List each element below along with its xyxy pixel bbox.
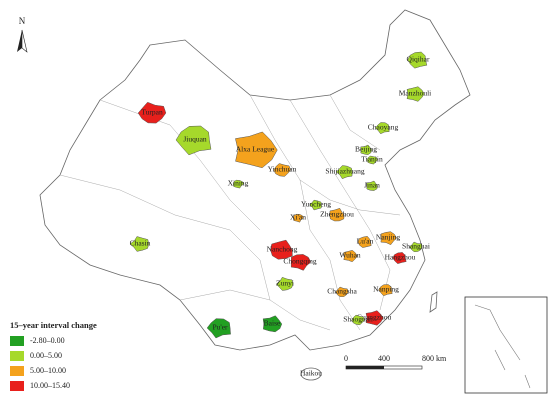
legend-label: -2.80–0.00 (30, 336, 65, 345)
city-region (290, 254, 312, 271)
city-region (275, 276, 294, 291)
city-label: Shijiazhuang (325, 167, 364, 176)
inset-islands (474, 304, 531, 389)
city-region (129, 236, 150, 252)
scale-label: 0 (344, 354, 348, 363)
city-label: Beijing (355, 145, 377, 154)
city-label: Xi'an (290, 213, 306, 222)
legend-label: 0.00–5.00 (30, 351, 62, 360)
city-region (360, 144, 373, 155)
city-region (378, 284, 393, 297)
legend-swatch (10, 381, 24, 391)
city-region (357, 236, 372, 248)
city-region (270, 239, 293, 260)
city-region (407, 51, 428, 69)
city-region (329, 207, 345, 222)
legend-swatch (10, 366, 24, 376)
city-label: Yuncheng (301, 200, 331, 209)
city-region (335, 165, 353, 180)
city-region (380, 231, 397, 246)
city-label: Guangzhou (357, 313, 392, 322)
city-label: Jinan (364, 181, 380, 190)
inset-frame (464, 296, 548, 394)
city-region (232, 179, 244, 189)
city-label: Nanchong (267, 245, 298, 254)
legend-swatch (10, 351, 24, 361)
city-region (262, 315, 283, 333)
city-label: Chaoyang (368, 123, 399, 132)
city-label: Xining (228, 179, 249, 188)
city-region (273, 163, 291, 177)
city-label: Shanghai (402, 242, 430, 251)
country-outline (39, 9, 471, 351)
city-region (335, 286, 349, 297)
city-region (235, 131, 278, 169)
city-region (343, 250, 358, 263)
north-arrow: N (17, 16, 28, 53)
city-region (366, 180, 378, 191)
city-label: Chongqing (283, 257, 317, 266)
city-region (409, 241, 423, 252)
hainan-island (300, 367, 322, 381)
taiwan-island (429, 291, 438, 313)
city-label: Baise (264, 319, 281, 328)
city-region (175, 125, 212, 156)
city-label: Chasin (130, 239, 151, 248)
city-label: Zhengzhou (320, 210, 354, 219)
scale-label: 400 (378, 354, 390, 363)
city-label: Turpan (141, 108, 163, 117)
city-label: Jiuquan (183, 135, 207, 144)
city-label: Hangzhou (385, 253, 416, 262)
city-label: Alxa League (236, 145, 275, 154)
legend-title: 15–year interval change (10, 320, 97, 330)
city-region (309, 199, 322, 211)
city-region (365, 310, 384, 326)
city-label: Pu'er (212, 323, 228, 332)
city-label: Yinchuan (268, 165, 297, 174)
city-label: Zunyi (276, 279, 294, 288)
city-region (206, 318, 231, 339)
city-label: Changsha (327, 287, 357, 296)
city-label: Shaoguan (343, 315, 373, 324)
north-label: N (19, 16, 26, 26)
city-region (375, 122, 390, 135)
scale-bar (345, 365, 423, 370)
scale-label: 800 km (422, 354, 447, 363)
city-label: Nanping (373, 285, 399, 294)
city-label: Wuhan (339, 251, 361, 260)
city-label: Haikou (300, 369, 322, 378)
legend-label: 5.00–10.00 (30, 366, 66, 375)
city-region (351, 314, 365, 326)
province-lines (59, 94, 401, 331)
legend-swatch (10, 336, 24, 346)
city-label: Nanjing (376, 233, 400, 242)
city-region (392, 252, 407, 264)
city-label: Qiqihar (407, 55, 430, 64)
city-region (137, 101, 167, 124)
city-region (406, 86, 425, 102)
city-label: Manzhouli (399, 89, 432, 98)
city-label: Lu'an (357, 237, 374, 246)
legend-label: 10.00–15.40 (30, 381, 70, 390)
city-region (366, 155, 378, 165)
city-label: Tianjin (361, 155, 383, 164)
city-region (293, 213, 304, 223)
